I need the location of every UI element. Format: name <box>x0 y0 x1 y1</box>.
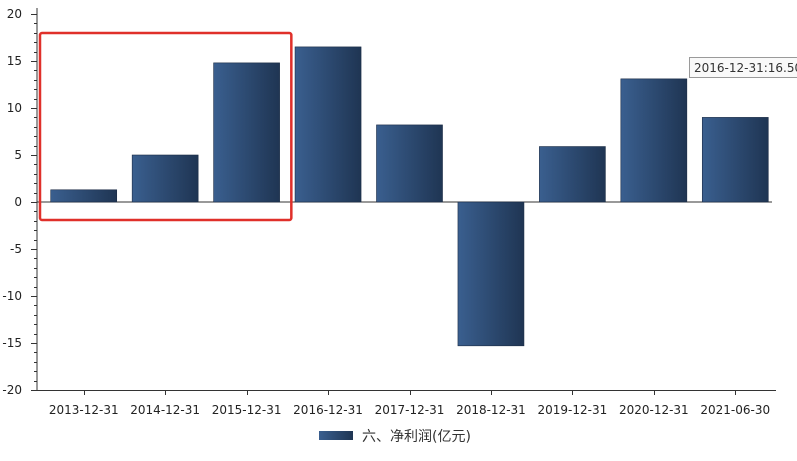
bar-2015-12-31[interactable] <box>213 62 280 203</box>
x-category-label: 2016-12-31 <box>293 403 363 417</box>
y-tick-label: 15 <box>7 54 22 68</box>
y-tick-label: -10 <box>2 289 22 303</box>
bar-2019-12-31[interactable] <box>539 146 606 203</box>
tooltip: 2016-12-31:16.504 <box>689 57 797 78</box>
y-axis: 20 15 10 5 0 -5 -10 -15 -20 <box>2 7 38 397</box>
x-category-label: 2013-12-31 <box>49 403 119 417</box>
bar-2021-06-30[interactable] <box>701 117 769 203</box>
y-tick-label: 20 <box>7 7 22 21</box>
y-tick-label: -5 <box>10 242 22 256</box>
x-category-label: 2018-12-31 <box>456 403 526 417</box>
bar-2018-12-31[interactable] <box>457 201 525 347</box>
bar-2013-12-31[interactable] <box>50 189 118 203</box>
x-category-label: 2014-12-31 <box>130 403 200 417</box>
y-tick-label: 5 <box>14 148 22 162</box>
x-axis: 2013-12-31 2014-12-31 2015-12-31 2016-12-31… <box>37 201 776 417</box>
y-tick-label: -20 <box>2 383 22 397</box>
legend-label: 六、净利润(亿元) <box>362 429 471 445</box>
bar-2020-12-31[interactable] <box>620 78 688 203</box>
x-category-label: 2015-12-31 <box>212 403 282 417</box>
legend[interactable]: 六、净利润(亿元) <box>319 429 471 445</box>
highlight-box <box>38 31 293 222</box>
x-category-label: 2020-12-31 <box>619 403 689 417</box>
bar-2016-12-31[interactable] <box>294 46 362 203</box>
bar-2014-12-31[interactable] <box>131 154 199 203</box>
y-tick-label: -15 <box>2 336 22 350</box>
highlight-rectangle <box>38 31 293 222</box>
x-category-label: 2017-12-31 <box>375 403 445 417</box>
tooltip-text: 2016-12-31:16.504 <box>694 61 797 75</box>
tooltip-box <box>689 57 797 78</box>
y-tick-label: 10 <box>7 101 22 115</box>
x-category-label: 2021-06-30 <box>700 403 770 417</box>
legend-swatch <box>319 431 353 440</box>
bars <box>50 46 769 347</box>
x-category-label: 2019-12-31 <box>538 403 608 417</box>
y-tick-label: 0 <box>14 195 22 209</box>
bar-2017-12-31[interactable] <box>376 124 443 203</box>
